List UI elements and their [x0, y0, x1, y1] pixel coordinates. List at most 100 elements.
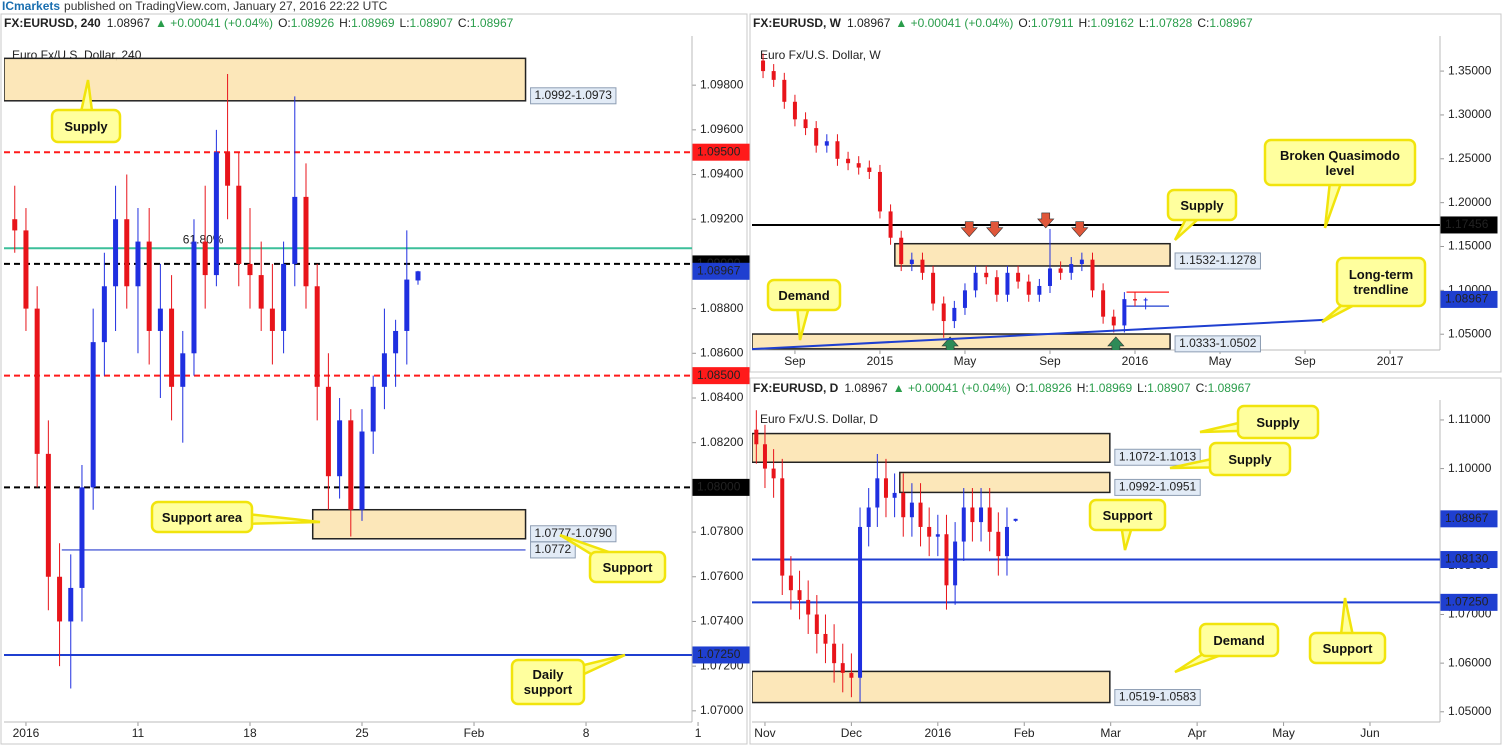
callout-box — [150, 500, 254, 534]
candle-body — [962, 290, 967, 308]
callout-content: Supply — [64, 119, 107, 134]
price-label: 1.07250 — [1440, 593, 1498, 611]
x-tick-label: 2016 — [924, 726, 951, 740]
candle-body — [979, 507, 984, 523]
candle-body — [927, 526, 932, 537]
ohlc-value: 1.08926 — [291, 16, 335, 30]
price-label-text: 1.08967 — [697, 263, 741, 277]
candle-body — [269, 308, 275, 331]
callout-content: Broken Quasimodo level — [1280, 148, 1400, 178]
ohlc-value: 1.07911 — [1031, 16, 1074, 30]
y-tick-label: 1.08600 — [700, 345, 744, 359]
ohlc-label: C: — [1196, 381, 1208, 395]
candle-body — [761, 60, 766, 72]
callout-box — [1198, 622, 1280, 658]
price-label-text: 1.08967 — [1445, 292, 1489, 306]
candle-body — [867, 167, 872, 172]
candle-body — [191, 241, 197, 354]
zone-label-text: 1.0333-1.0502 — [1179, 336, 1257, 350]
candle-body — [180, 353, 186, 387]
callout-content: Demand — [1213, 633, 1264, 648]
callout: Broken Quasimodo level — [1263, 138, 1417, 229]
x-tick-label: 18 — [243, 726, 257, 740]
zone-label: 1.0777-1.0790 — [530, 525, 617, 543]
callout-box — [1088, 498, 1167, 532]
price-label-box — [1440, 216, 1498, 234]
candle-body — [835, 141, 840, 159]
x-tick-label: 1 — [695, 726, 702, 740]
candle-body — [1037, 285, 1042, 295]
callout-content: Support — [1102, 507, 1153, 523]
x-tick-label: May — [1272, 726, 1295, 740]
candle-body — [814, 128, 819, 146]
callout-box — [1166, 188, 1238, 222]
callout-box — [510, 658, 586, 706]
arrow-marker — [1107, 336, 1125, 350]
candle-body — [79, 487, 85, 588]
candle-body — [90, 342, 96, 488]
candle-body — [225, 152, 231, 186]
candle-body — [1090, 259, 1095, 291]
price-label: 1.17456 — [1440, 216, 1498, 234]
x-tick-label: 8 — [583, 726, 590, 740]
x-tick-label: Sep — [1294, 354, 1316, 368]
y-tick-label: 1.07800 — [700, 524, 744, 538]
candle-body — [68, 587, 74, 622]
symbol: FX:EURUSD, 240 — [4, 16, 101, 30]
price-label-text: 1.08000 — [697, 480, 741, 494]
zone-label-box — [1174, 252, 1261, 270]
candle-body — [202, 241, 208, 276]
last-price: 1.08967 — [847, 16, 891, 30]
candle-body — [883, 478, 888, 498]
x-tick-label: Dec — [841, 726, 862, 740]
x-tick-label: May — [1209, 354, 1232, 368]
callout-content: Support area — [161, 509, 243, 525]
callout-text: Support area — [161, 509, 243, 525]
callout-text: Daily support — [523, 667, 573, 697]
y-tick-label: 1.35000 — [1448, 63, 1492, 77]
candle-body — [45, 453, 51, 577]
candle-body — [771, 71, 776, 80]
candle-body — [314, 286, 320, 387]
last-price: 1.08967 — [844, 381, 888, 395]
callout: Supply — [1166, 188, 1238, 241]
candle-body — [404, 279, 410, 331]
candle-body — [325, 386, 331, 477]
callout-content: Support — [1323, 641, 1373, 656]
candle-body — [814, 614, 819, 634]
y-tick-label: 1.11000 — [1448, 412, 1491, 426]
banner-text: published on TradingView.com, January 27… — [64, 0, 388, 13]
candle-body — [973, 272, 978, 291]
candle-body — [348, 420, 354, 510]
price-label-box — [1440, 593, 1498, 611]
callout-text: Support — [1102, 507, 1153, 523]
x-tick-label: Feb — [1014, 726, 1035, 740]
ohlc-value: 1.08907 — [1147, 381, 1191, 395]
candle-body — [856, 163, 861, 168]
ohlc-label: O: — [1016, 381, 1029, 395]
zone-label-text: 1.1072-1.1013 — [1119, 449, 1197, 463]
y-tick-label: 1.09400 — [700, 167, 744, 181]
ohlc-label: C: — [1197, 16, 1209, 30]
chart-header: FX:EURUSD, 240 1.08967 ▲ +0.00041 (+0.04%)… — [4, 16, 514, 30]
arrow-marker — [960, 221, 978, 238]
callout: Supply — [50, 79, 122, 144]
candle-body — [875, 478, 880, 508]
x-tick-label: Sep — [784, 354, 806, 368]
arrow-marker — [941, 336, 959, 350]
callout-content: Long-term trendline — [1349, 267, 1413, 297]
banner: ICmarkets published on TradingView.com, J… — [2, 0, 388, 13]
zone-label: 1.0992-1.0951 — [1114, 478, 1201, 496]
zone — [311, 508, 527, 540]
candle-body — [771, 468, 776, 479]
arrow-marker — [986, 221, 1004, 238]
candle-body — [754, 429, 759, 445]
ohlc-value: 1.09162 — [1091, 16, 1135, 30]
candle-body — [877, 171, 882, 212]
candle-body — [236, 185, 242, 264]
zone-label-text: 1.1532-1.1278 — [1179, 253, 1257, 267]
y-tick-label: 1.07000 — [700, 703, 744, 717]
y-tick-label: 1.08200 — [700, 435, 744, 449]
ohlc-value: 1.08967 — [1209, 16, 1253, 30]
ohlc-value: 1.08969 — [351, 16, 395, 30]
